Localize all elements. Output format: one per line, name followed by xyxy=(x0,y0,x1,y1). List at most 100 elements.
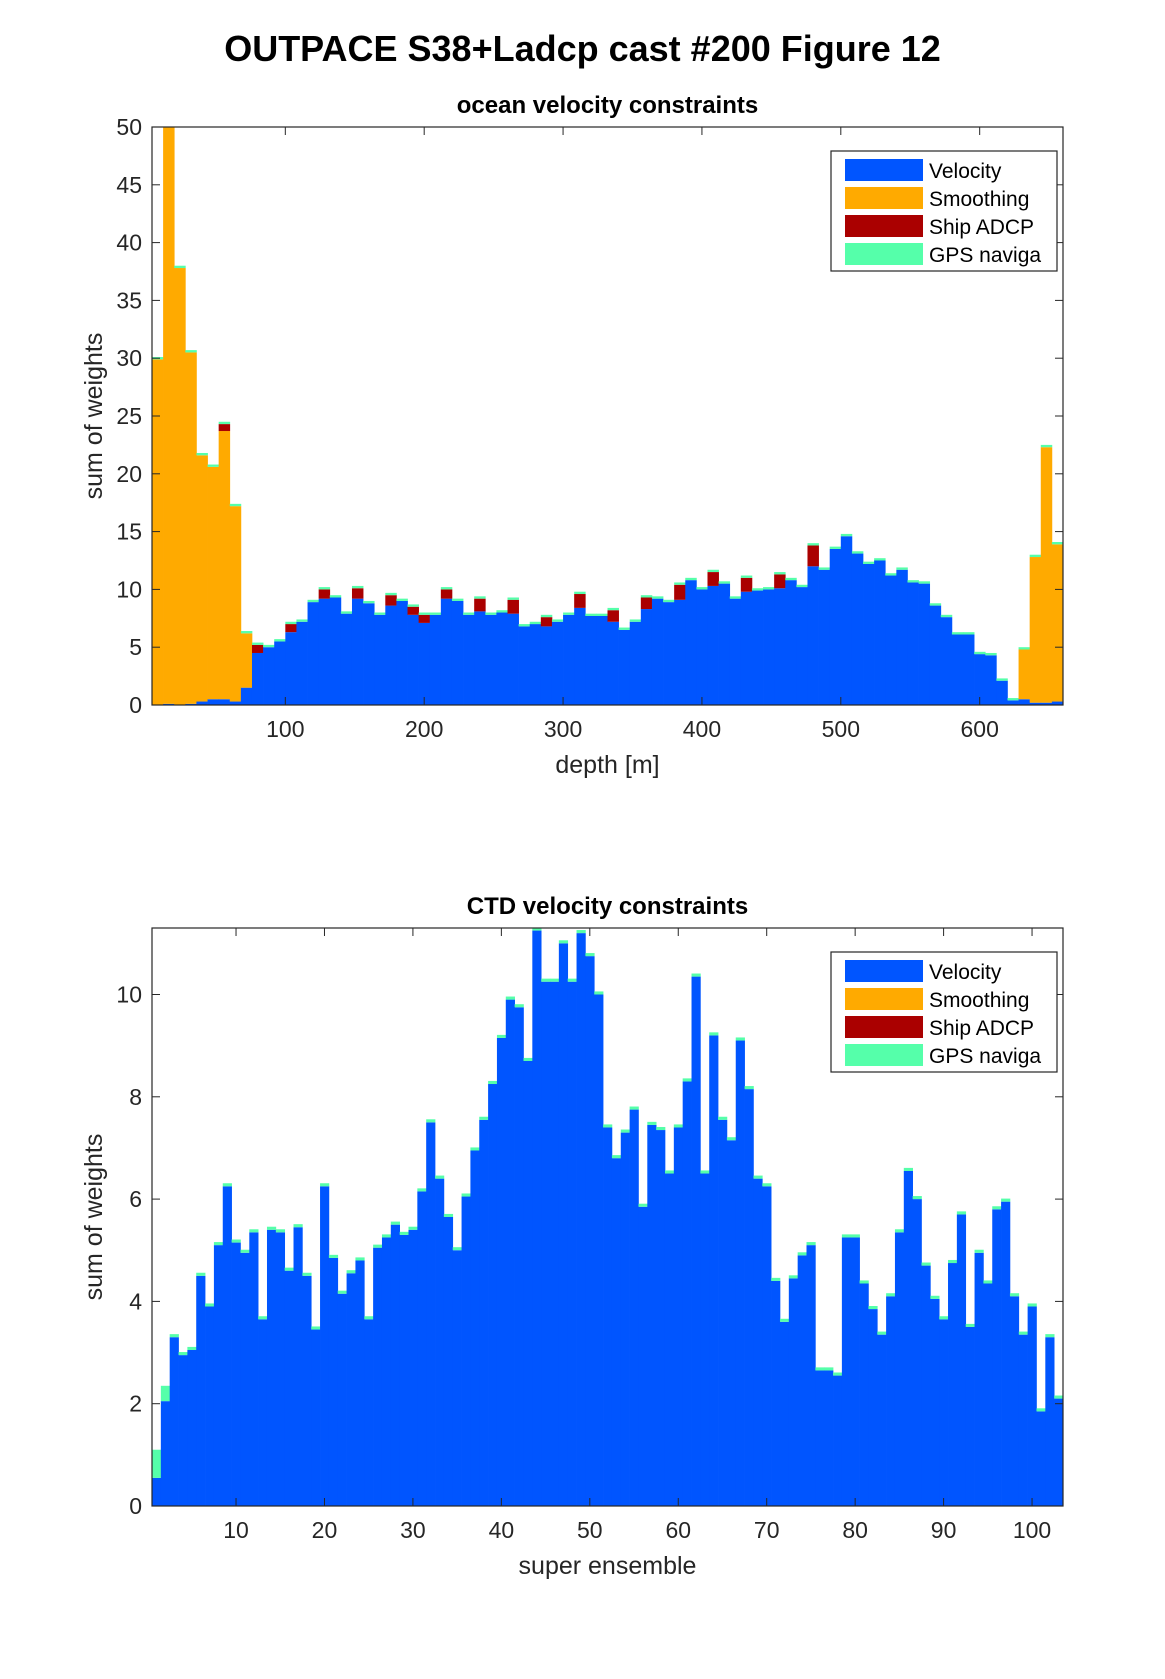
bar-velocity xyxy=(461,1196,471,1506)
bar-velocity xyxy=(829,548,842,705)
bar-smoothing xyxy=(174,268,186,705)
bar-velocity xyxy=(729,598,742,705)
bar-velocity xyxy=(930,1298,940,1506)
bar-velocity xyxy=(774,588,786,705)
legend-swatch xyxy=(845,243,923,265)
bar-velocity xyxy=(963,634,975,705)
x-tick-label: 600 xyxy=(960,716,998,742)
bar-gps-naviga xyxy=(337,1290,347,1294)
bar-ship-adcp xyxy=(351,588,364,599)
bar-smoothing xyxy=(152,359,164,705)
bar-velocity xyxy=(939,1319,949,1506)
bar-gps-naviga xyxy=(788,1275,799,1279)
bar-gps-naviga xyxy=(771,1277,781,1281)
bar-gps-naviga xyxy=(640,595,653,598)
bar-gps-naviga xyxy=(318,587,331,590)
bar-gps-naviga xyxy=(585,953,595,957)
legend-label: GPS naviga xyxy=(929,1045,1041,1068)
bar-gps-naviga xyxy=(840,533,853,537)
bar-gps-naviga xyxy=(996,678,1008,681)
bar-velocity xyxy=(514,1007,524,1506)
bar-velocity xyxy=(240,687,253,705)
bar-gps-naviga xyxy=(753,1175,763,1179)
bar-gps-naviga xyxy=(207,464,220,467)
bar-velocity xyxy=(674,599,686,705)
bar-gps-naviga xyxy=(762,1183,772,1187)
bar-gps-naviga xyxy=(965,1323,975,1327)
legend: Velocity Smoothing Ship ADCP GPS naviga xyxy=(830,951,1058,1073)
legend-label: Ship ADCP xyxy=(929,1017,1034,1040)
bar-gps-naviga xyxy=(163,124,174,126)
bar-velocity xyxy=(196,701,208,705)
bar-velocity xyxy=(640,609,653,705)
bar-gps-naviga xyxy=(507,597,519,600)
bar-gps-naviga xyxy=(951,632,964,635)
bar-ship-adcp xyxy=(574,594,586,608)
bar-gps-naviga xyxy=(240,631,253,634)
bar-gps-naviga xyxy=(274,639,286,642)
bar-gps-naviga xyxy=(381,1234,392,1238)
bar-gps-naviga xyxy=(169,1334,179,1338)
chart-ocean-velocity: 100 200 300 400 500 600 0 5 10 15 20 25 30 35 40 45 50 oc… xyxy=(80,92,1064,779)
bar-velocity xyxy=(274,641,286,705)
bar-velocity xyxy=(718,583,731,705)
bar-gps-naviga xyxy=(567,978,577,982)
bar-velocity xyxy=(859,1283,869,1506)
bar-gps-naviga xyxy=(1027,1303,1037,1307)
bar-gps-naviga xyxy=(594,991,604,995)
bar-velocity xyxy=(320,1186,330,1506)
bar-gps-naviga xyxy=(576,930,586,934)
bar-velocity xyxy=(381,1237,392,1506)
bar-gps-naviga xyxy=(390,1221,400,1225)
bar-gps-naviga xyxy=(187,1346,197,1350)
bar-velocity xyxy=(940,617,953,705)
bar-gps-naviga xyxy=(903,1167,913,1171)
bar-velocity xyxy=(664,1173,675,1506)
bar-velocity xyxy=(258,1319,268,1506)
bar-gps-naviga xyxy=(285,621,297,625)
legend-swatch xyxy=(845,988,923,1010)
bar-velocity xyxy=(656,1130,666,1506)
legend-label: Smoothing xyxy=(929,188,1029,211)
bar-gps-naviga xyxy=(682,1078,692,1082)
bar-gps-naviga xyxy=(563,612,575,615)
bar-gps-naviga xyxy=(426,1119,436,1123)
bar-velocity xyxy=(965,1326,975,1506)
bar-velocity xyxy=(435,1178,445,1506)
bar-gps-naviga xyxy=(824,1367,834,1371)
bar-gps-naviga xyxy=(417,1188,427,1192)
bar-gps-naviga xyxy=(532,928,542,931)
bar-gps-naviga xyxy=(496,1034,507,1038)
legend-label: Velocity xyxy=(929,961,1002,984)
bar-gps-naviga xyxy=(707,569,719,573)
bar-velocity xyxy=(540,626,553,705)
bar-velocity xyxy=(753,1178,763,1506)
bar-velocity xyxy=(647,1124,657,1506)
bar-velocity xyxy=(951,634,964,705)
bar-velocity xyxy=(563,614,575,705)
bar-gps-naviga xyxy=(1040,444,1053,448)
bar-smoothing xyxy=(207,466,220,700)
bar-gps-naviga xyxy=(674,582,686,585)
bar-velocity xyxy=(956,1214,967,1506)
bar-gps-naviga xyxy=(435,1175,445,1179)
bar-velocity xyxy=(618,629,631,705)
bar-velocity xyxy=(1018,699,1031,705)
bar-ship-adcp xyxy=(607,610,619,622)
bar-velocity xyxy=(463,614,475,705)
bar-gps-naviga xyxy=(929,603,942,606)
bar-velocity xyxy=(840,536,853,705)
bar-velocity xyxy=(594,994,604,1506)
x-tick-label: 30 xyxy=(400,1517,426,1543)
bar-velocity xyxy=(983,1283,993,1506)
bar-gps-naviga xyxy=(974,651,986,655)
bar-gps-naviga xyxy=(850,1234,860,1238)
bar-gps-naviga xyxy=(373,1244,383,1248)
bar-velocity xyxy=(735,1040,745,1506)
bar-velocity xyxy=(763,589,775,705)
x-tick-label: 70 xyxy=(754,1517,780,1543)
bar-gps-naviga xyxy=(921,1262,931,1266)
bar-velocity xyxy=(1009,1296,1020,1506)
bar-velocity xyxy=(440,598,453,705)
y-tick-label: 50 xyxy=(116,114,142,140)
